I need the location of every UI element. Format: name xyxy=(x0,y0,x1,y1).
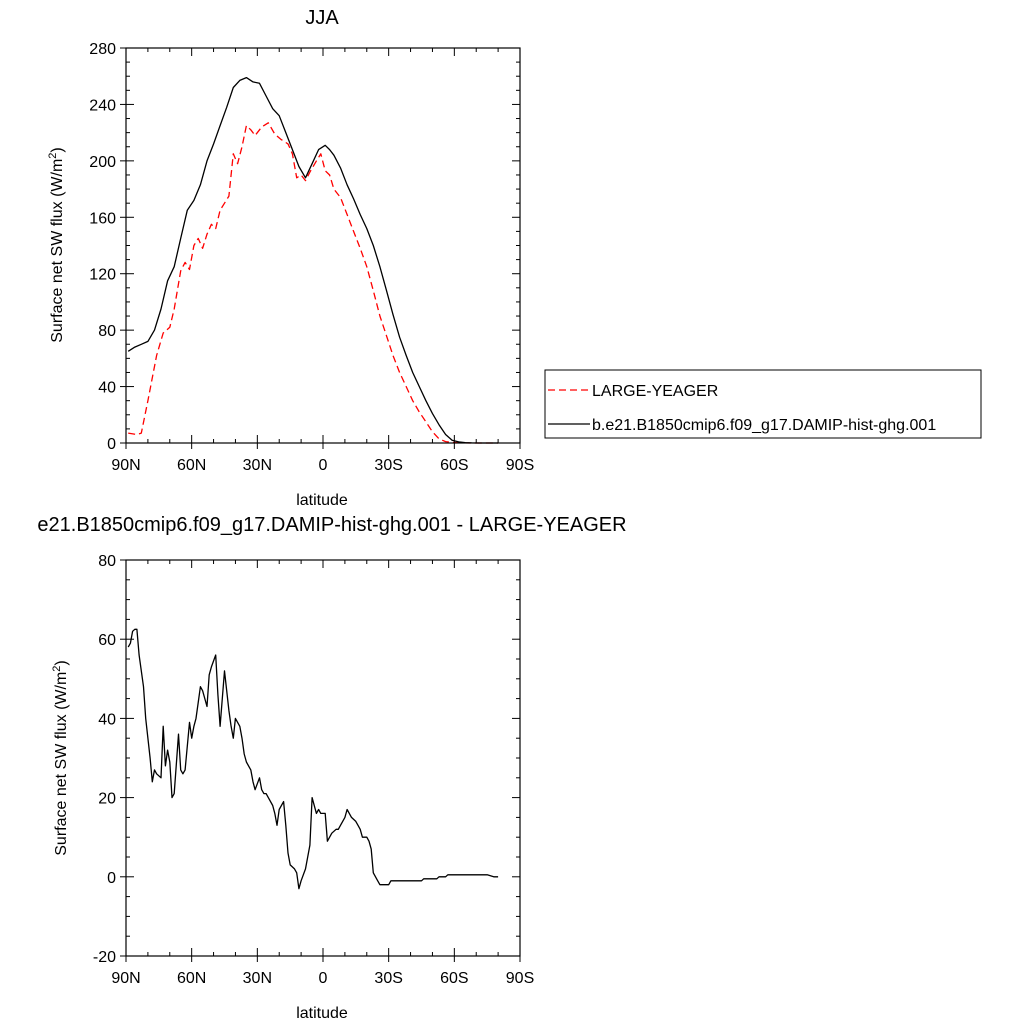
top-y-tick-label: 0 xyxy=(107,436,116,453)
bottom-panel: e21.B1850cmip6.f09_g17.DAMIP-hist-ghg.00… xyxy=(37,514,626,1022)
legend-box xyxy=(544,369,982,439)
bottom-ticks: 90N 60N 30N 0 30S 60S 90S -20 0 20 40 60 80 xyxy=(93,553,534,987)
bottom-x-tick-label: 30N xyxy=(243,970,272,987)
top-panel: JJA 90N 60N 30N 0 30S 60S 90S 0 40 80 120 160 200 240… xyxy=(47,7,534,509)
top-plot-frame xyxy=(125,47,521,444)
top-chart-title: JJA xyxy=(305,7,339,29)
bottom-y-tick-label: 20 xyxy=(98,791,116,808)
top-y-tick-label: 240 xyxy=(89,97,116,114)
bottom-series-lines xyxy=(127,628,499,890)
top-y-tick-label: 160 xyxy=(89,210,116,227)
top-series-line-1 xyxy=(127,76,499,444)
top-x-tick-label: 90S xyxy=(506,457,534,474)
bottom-chart-title: e21.B1850cmip6.f09_g17.DAMIP-hist-ghg.00… xyxy=(37,514,626,536)
legend-label-large-yeager: LARGE-YEAGER xyxy=(592,383,718,400)
bottom-y-axis-title-main: Surface net SW flux (W/m xyxy=(53,672,70,856)
bottom-y-tick-label: 60 xyxy=(98,632,116,649)
bottom-x-axis-title: latitude xyxy=(296,1005,348,1022)
bottom-x-tick-label: 90S xyxy=(506,970,534,987)
top-x-tick-label: 30N xyxy=(243,457,272,474)
top-y-tick-label: 80 xyxy=(98,323,116,340)
bottom-y-tick-label: 0 xyxy=(107,870,116,887)
bottom-y-axis-title: Surface net SW flux (W/m2) xyxy=(51,660,70,856)
top-y-axis-title-sup: 2 xyxy=(47,153,59,159)
top-x-tick-label: 60N xyxy=(177,457,206,474)
top-x-tick-label: 30S xyxy=(374,457,402,474)
top-x-axis-title: latitude xyxy=(296,492,348,509)
bottom-y-axis-title-end: ) xyxy=(53,660,70,665)
top-y-tick-label: 120 xyxy=(89,267,116,284)
bottom-series-line-0 xyxy=(127,628,499,890)
bottom-x-tick-label: 60S xyxy=(440,970,468,987)
bottom-plot-frame xyxy=(125,559,521,957)
bottom-y-tick-label: -20 xyxy=(93,949,116,966)
top-ticks: 90N 60N 30N 0 30S 60S 90S 0 40 80 120 160 200 240 280 xyxy=(89,41,534,474)
legend-label-damip: b.e21.B1850cmip6.f09_g17.DAMIP-hist-ghg.… xyxy=(592,417,936,434)
bottom-y-tick-label: 80 xyxy=(98,553,116,570)
bottom-x-tick-label: 60N xyxy=(177,970,206,987)
top-y-axis-title-end: ) xyxy=(49,147,66,152)
top-x-tick-label: 0 xyxy=(319,457,328,474)
bottom-x-tick-label: 0 xyxy=(319,970,328,987)
top-y-tick-label: 280 xyxy=(89,41,116,58)
top-y-tick-label: 40 xyxy=(98,380,116,397)
top-y-axis-title-main: Surface net SW flux (W/m xyxy=(49,159,66,343)
top-series-lines xyxy=(127,76,499,444)
top-x-tick-label: 60S xyxy=(440,457,468,474)
legend: LARGE-YEAGER b.e21.B1850cmip6.f09_g17.DA… xyxy=(544,369,982,439)
bottom-x-tick-label: 30S xyxy=(374,970,402,987)
top-x-tick-label: 90N xyxy=(111,457,140,474)
top-y-axis-title: Surface net SW flux (W/m2) xyxy=(47,147,66,343)
bottom-y-axis-title-sup: 2 xyxy=(51,666,63,672)
top-y-tick-label: 200 xyxy=(89,154,116,171)
bottom-x-tick-label: 90N xyxy=(111,970,140,987)
top-series-line-0 xyxy=(128,122,499,444)
bottom-y-tick-label: 40 xyxy=(98,711,116,728)
